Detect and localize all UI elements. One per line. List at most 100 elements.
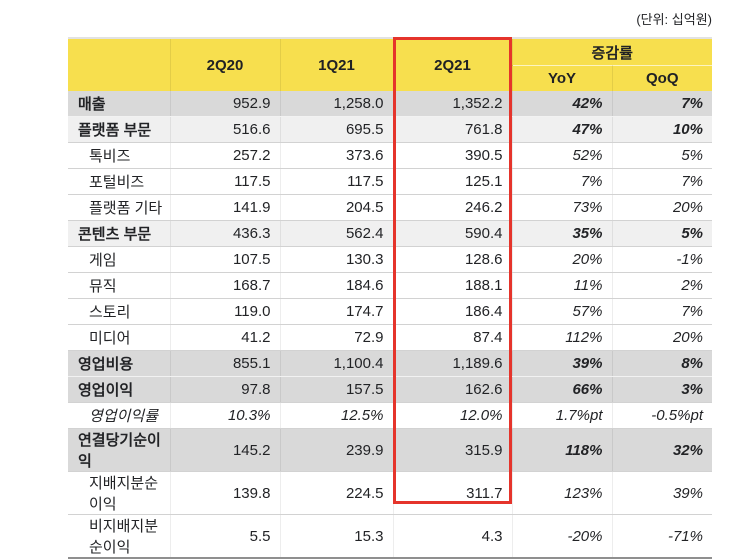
cell-2q20: 436.3 [170, 220, 281, 247]
cell-2q21: 315.9 [393, 428, 513, 472]
cell-2q21: 12.0% [393, 402, 513, 429]
table-row-non-controlling-interest-net-profit: 비지배지분순이익 5.5 15.3 4.3 -20% -71% [68, 514, 712, 558]
cell-1q21: 239.9 [280, 428, 394, 472]
row-label: 플랫폼 부문 [68, 116, 171, 143]
cell-2q21: 590.4 [393, 220, 513, 247]
cell-yoy: 112% [512, 324, 613, 351]
cell-1q21: 373.6 [280, 142, 394, 169]
cell-qoq: 20% [612, 194, 712, 221]
cell-2q20: 145.2 [170, 428, 281, 472]
cell-yoy: 42% [512, 91, 613, 117]
header-2q21-highlighted: 2Q21 [393, 38, 513, 91]
table-row-media: 미디어 41.2 72.9 87.4 112% 20% [68, 324, 712, 351]
row-label: 영업이익률 [68, 402, 171, 429]
cell-2q20: 97.8 [170, 376, 281, 403]
cell-yoy: 1.7%pt [512, 402, 613, 429]
cell-yoy: 73% [512, 194, 613, 221]
row-label: 톡비즈 [68, 142, 171, 169]
cell-yoy: 35% [512, 220, 613, 247]
cell-qoq: -71% [612, 514, 712, 558]
header-qoq: QoQ [612, 65, 712, 91]
cell-1q21: 12.5% [280, 402, 394, 429]
table-row-operating-expenses: 영업비용 855.1 1,100.4 1,189.6 39% 8% [68, 350, 712, 377]
table-row-portal-biz: 포털비즈 117.5 117.5 125.1 7% 7% [68, 168, 712, 195]
cell-2q20: 257.2 [170, 142, 281, 169]
cell-yoy: 66% [512, 376, 613, 403]
row-label: 비지배지분순이익 [68, 514, 171, 558]
cell-1q21: 72.9 [280, 324, 394, 351]
header-row-top: 2Q20 1Q21 2Q21 증감률 [68, 38, 712, 91]
cell-2q20: 141.9 [170, 194, 281, 221]
table-row-platform-segment: 플랫폼 부문 516.6 695.5 761.8 47% 10% [68, 116, 712, 143]
cell-qoq: -1% [612, 246, 712, 273]
cell-1q21: 15.3 [280, 514, 394, 558]
row-label: 게임 [68, 246, 171, 273]
row-label: 미디어 [68, 324, 171, 351]
header-1q21: 1Q21 [280, 38, 394, 91]
cell-2q21: 87.4 [393, 324, 513, 351]
cell-qoq: 39% [612, 471, 712, 515]
cell-qoq: 7% [612, 298, 712, 325]
cell-qoq: 8% [612, 350, 712, 377]
table-row-music: 뮤직 168.7 184.6 188.1 11% 2% [68, 272, 712, 299]
cell-2q21: 125.1 [393, 168, 513, 195]
cell-1q21: 157.5 [280, 376, 394, 403]
cell-2q21: 162.6 [393, 376, 513, 403]
cell-yoy: 11% [512, 272, 613, 299]
financial-results-table: 2Q20 1Q21 2Q21 증감률 YoY QoQ 매출 952.9 1,25… [68, 37, 712, 559]
cell-2q20: 139.8 [170, 471, 281, 515]
cell-2q21: 761.8 [393, 116, 513, 143]
cell-qoq: 2% [612, 272, 712, 299]
header-change-group: 증감률 [512, 38, 712, 66]
cell-qoq: 3% [612, 376, 712, 403]
cell-yoy: 123% [512, 471, 613, 515]
cell-2q21: 188.1 [393, 272, 513, 299]
cell-2q21: 128.6 [393, 246, 513, 273]
cell-2q20: 952.9 [170, 91, 281, 117]
cell-qoq: 32% [612, 428, 712, 472]
table-row-game: 게임 107.5 130.3 128.6 20% -1% [68, 246, 712, 273]
table-row-operating-profit: 영업이익 97.8 157.5 162.6 66% 3% [68, 376, 712, 403]
cell-2q21: 246.2 [393, 194, 513, 221]
cell-2q20: 41.2 [170, 324, 281, 351]
table-row-talk-biz: 톡비즈 257.2 373.6 390.5 52% 5% [68, 142, 712, 169]
cell-1q21: 562.4 [280, 220, 394, 247]
cell-qoq: 5% [612, 142, 712, 169]
cell-yoy: 57% [512, 298, 613, 325]
cell-qoq: -0.5%pt [612, 402, 712, 429]
cell-qoq: 20% [612, 324, 712, 351]
cell-yoy: 47% [512, 116, 613, 143]
unit-label: (단위: 십억원) [636, 12, 712, 27]
cell-2q20: 117.5 [170, 168, 281, 195]
cell-2q21: 1,189.6 [393, 350, 513, 377]
cell-2q20: 855.1 [170, 350, 281, 377]
cell-2q21: 1,352.2 [393, 91, 513, 117]
row-label: 매출 [68, 91, 171, 117]
cell-2q20: 10.3% [170, 402, 281, 429]
cell-2q20: 119.0 [170, 298, 281, 325]
cell-yoy: 7% [512, 168, 613, 195]
row-label: 플랫폼 기타 [68, 194, 171, 221]
cell-1q21: 204.5 [280, 194, 394, 221]
cell-qoq: 7% [612, 168, 712, 195]
cell-1q21: 224.5 [280, 471, 394, 515]
cell-2q21: 311.7 [393, 471, 513, 515]
cell-1q21: 1,258.0 [280, 91, 394, 117]
cell-2q20: 5.5 [170, 514, 281, 558]
table-row-consolidated-net-profit: 연결당기순이익 145.2 239.9 315.9 118% 32% [68, 428, 712, 472]
header-2q20: 2Q20 [170, 38, 281, 91]
cell-qoq: 5% [612, 220, 712, 247]
table-row-controlling-interest-net-profit: 지배지분순이익 139.8 224.5 311.7 123% 39% [68, 471, 712, 515]
table-row-content-segment: 콘텐츠 부문 436.3 562.4 590.4 35% 5% [68, 220, 712, 247]
cell-1q21: 695.5 [280, 116, 394, 143]
row-label: 영업이익 [68, 376, 171, 403]
row-label: 콘텐츠 부문 [68, 220, 171, 247]
row-label: 지배지분순이익 [68, 471, 171, 515]
cell-2q20: 168.7 [170, 272, 281, 299]
cell-2q21: 390.5 [393, 142, 513, 169]
cell-1q21: 1,100.4 [280, 350, 394, 377]
row-label: 뮤직 [68, 272, 171, 299]
table-row-operating-margin: 영업이익률 10.3% 12.5% 12.0% 1.7%pt -0.5%pt [68, 402, 712, 429]
cell-2q20: 516.6 [170, 116, 281, 143]
cell-qoq: 7% [612, 91, 712, 117]
